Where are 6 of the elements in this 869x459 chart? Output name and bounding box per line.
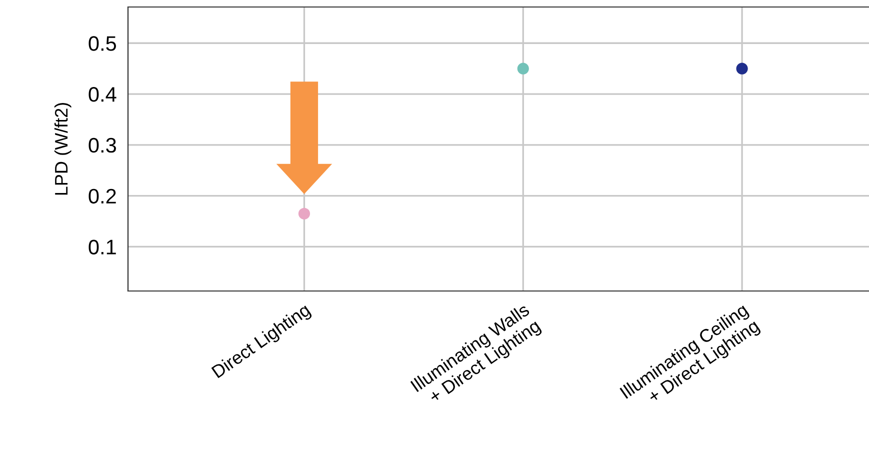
y-tick-label: 0.3 [88,138,116,153]
y-tick-label: 0.5 [88,36,116,51]
y-axis-title: LPD (W/ft2) [54,102,72,195]
y-tick-label: 0.2 [88,188,116,204]
y-tick-label: 0.1 [88,240,116,254]
y-tick-label: 0.4 [88,87,116,102]
